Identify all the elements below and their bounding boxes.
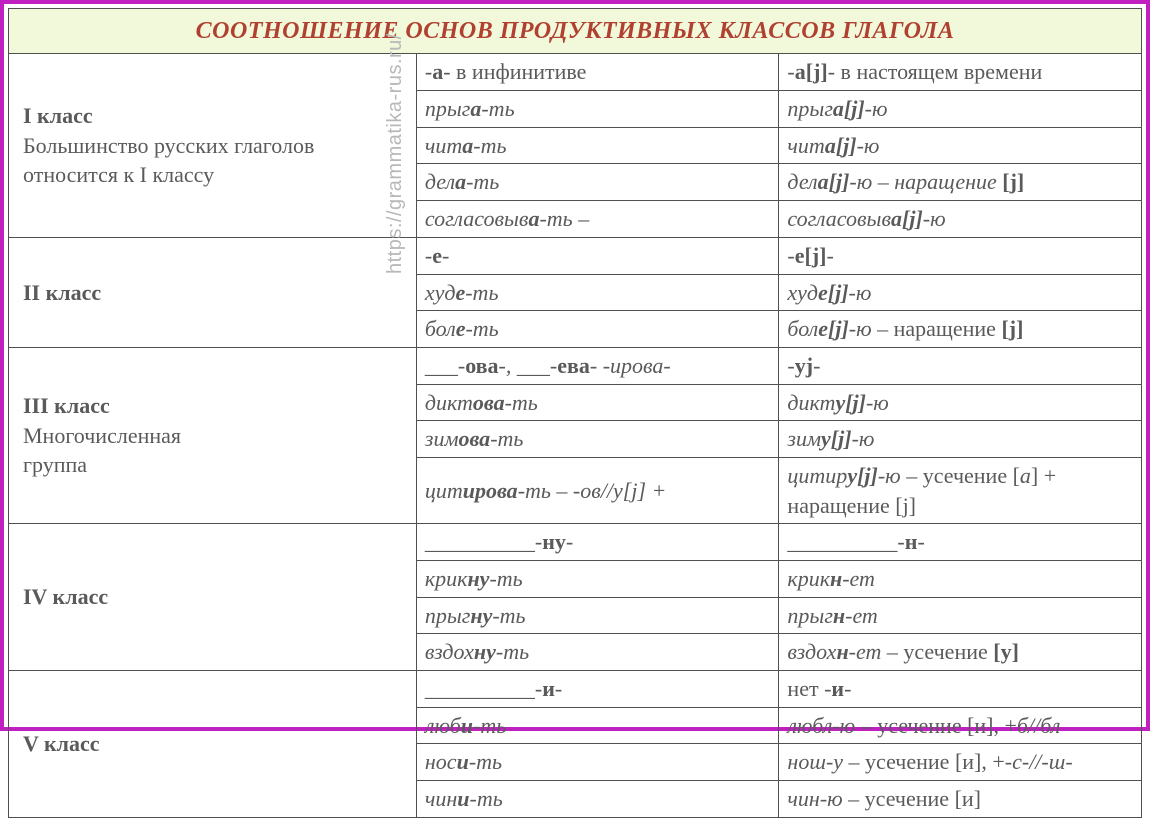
table-row: I классБольшинство русских глаголов отно… [9, 54, 1142, 91]
table-frame: https://grammatika-rus.ru/ СООТНОШЕНИЕ О… [0, 0, 1150, 731]
present-cell: -е[j]- [779, 237, 1142, 274]
class-label-cell: II класс [9, 237, 417, 347]
infinitive-cell: -а- в инфинитиве [416, 54, 779, 91]
present-cell: цитиру[j]-ю – усечение [а] + наращение [… [779, 457, 1142, 523]
present-cell: худе[j]-ю [779, 274, 1142, 311]
infinitive-cell: -е- [416, 237, 779, 274]
class-label-cell: IV класс [9, 524, 417, 671]
present-cell: согласовыва[j]-ю [779, 201, 1142, 238]
present-cell: прыгн-ет [779, 597, 1142, 634]
class-label-cell: III классМногочисленнаягруппа [9, 347, 417, 523]
infinitive-cell: прыгну-ть [416, 597, 779, 634]
infinitive-cell: прыга-ть [416, 91, 779, 128]
class-label-cell: V класс [9, 671, 417, 818]
present-cell: -а[j]- в настоящем времени [779, 54, 1142, 91]
present-cell: крикн-ет [779, 561, 1142, 598]
infinitive-cell: дела-ть [416, 164, 779, 201]
infinitive-cell: люби-ть [416, 707, 779, 744]
table-row: IV класс__________-ну-__________-н- [9, 524, 1142, 561]
present-cell: любл-ю – усечение [и], +б//бл [779, 707, 1142, 744]
infinitive-cell: согласовыва-ть – [416, 201, 779, 238]
present-cell: -уj- [779, 347, 1142, 384]
infinitive-cell: носи-ть [416, 744, 779, 781]
infinitive-cell: чита-ть [416, 127, 779, 164]
present-cell: __________-н- [779, 524, 1142, 561]
present-cell: чита[j]-ю [779, 127, 1142, 164]
table-row: V класс__________-и-нет -и- [9, 671, 1142, 708]
infinitive-cell: цитирова-ть – -ов//у[j] + [416, 457, 779, 523]
class-label-cell: I классБольшинство русских глаголов отно… [9, 54, 417, 237]
present-cell: зиму[j]-ю [779, 421, 1142, 458]
table-row: II класс-е--е[j]- [9, 237, 1142, 274]
infinitive-cell: вздохну-ть [416, 634, 779, 671]
infinitive-cell: __________-и- [416, 671, 779, 708]
infinitive-cell: худе-ть [416, 274, 779, 311]
present-cell: нош-у – усечение [и], +-с-//-ш- [779, 744, 1142, 781]
present-cell: чин-ю – усечение [и] [779, 781, 1142, 818]
infinitive-cell: боле-ть [416, 311, 779, 348]
present-cell: дела[j]-ю – наращение [j] [779, 164, 1142, 201]
infinitive-cell: __________-ну- [416, 524, 779, 561]
infinitive-cell: чини-ть [416, 781, 779, 818]
present-cell: боле[j]-ю – наращение [j] [779, 311, 1142, 348]
infinitive-cell: ___-ова-, ___-ева- -ирова- [416, 347, 779, 384]
infinitive-cell: диктова-ть [416, 384, 779, 421]
present-cell: прыга[j]-ю [779, 91, 1142, 128]
table-title: СООТНОШЕНИЕ ОСНОВ ПРОДУКТИВНЫХ КЛАССОВ Г… [9, 9, 1142, 54]
present-cell: нет -и- [779, 671, 1142, 708]
table-row: III классМногочисленнаягруппа___-ова-, _… [9, 347, 1142, 384]
infinitive-cell: зимова-ть [416, 421, 779, 458]
infinitive-cell: крикну-ть [416, 561, 779, 598]
present-cell: вздохн-ет – усечение [у] [779, 634, 1142, 671]
verb-classes-table: СООТНОШЕНИЕ ОСНОВ ПРОДУКТИВНЫХ КЛАССОВ Г… [8, 8, 1142, 818]
present-cell: дикту[j]-ю [779, 384, 1142, 421]
